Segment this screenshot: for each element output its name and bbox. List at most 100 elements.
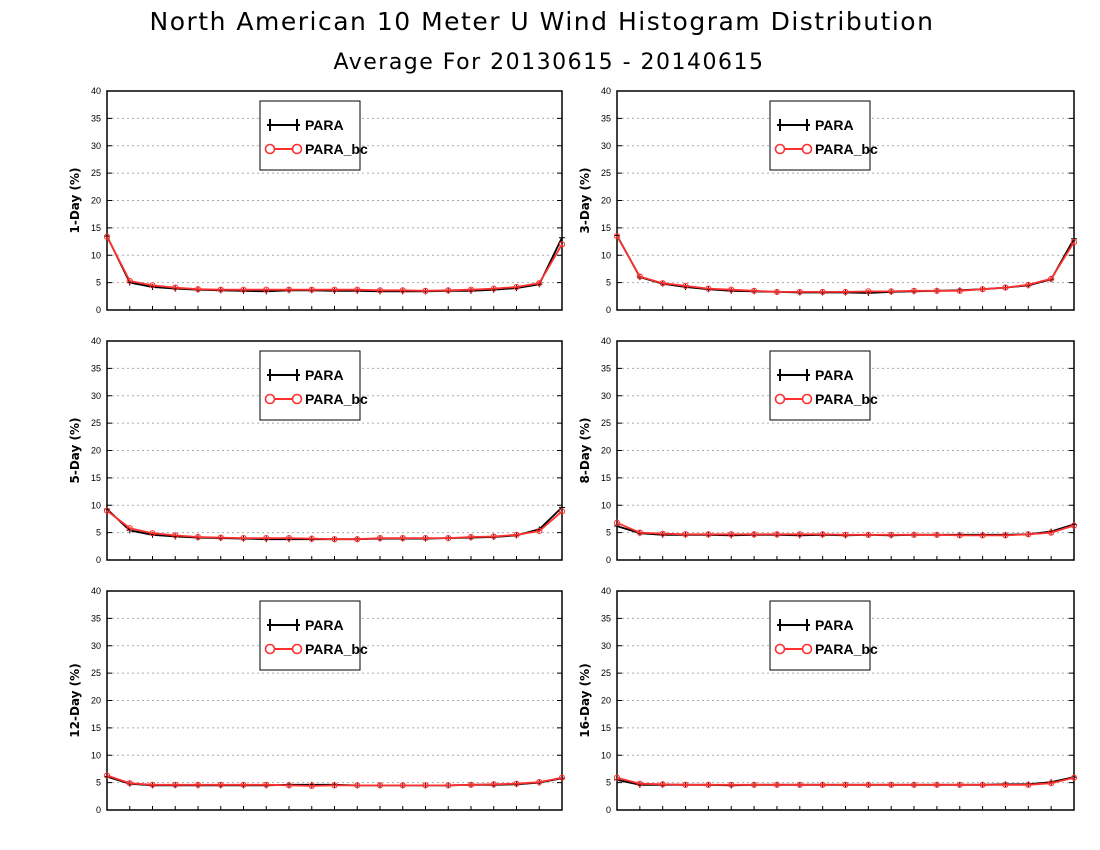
data-point-PARA_bc xyxy=(910,531,918,538)
data-point-PARA_bc xyxy=(773,531,781,538)
data-point-PARA_bc xyxy=(422,535,429,542)
data-point-PARA_bc xyxy=(399,535,406,542)
data-point-PARA_bc xyxy=(308,286,315,293)
data-point-PARA_bc xyxy=(1025,531,1032,538)
data-point-PARA_bc xyxy=(354,782,361,789)
data-point-PARA_bc xyxy=(285,782,293,789)
data-point-PARA_bc xyxy=(1048,275,1055,282)
data-point-PARA_bc xyxy=(194,286,202,293)
y-tick-label: 15 xyxy=(91,723,101,733)
y-tick-label: 40 xyxy=(91,336,101,346)
chart-panel-1: 0 5 10 15 20 25 30 35 40 1-Day (%) PARA PARA_bc xyxy=(68,86,566,315)
y-tick-label: 20 xyxy=(91,696,101,706)
data-point-PARA_bc xyxy=(285,535,293,542)
y-tick-label: 30 xyxy=(91,141,101,151)
y-tick-label: 20 xyxy=(91,196,101,206)
data-point-PARA_bc xyxy=(613,232,621,240)
data-point-PARA_bc xyxy=(979,286,986,293)
data-point-PARA_bc xyxy=(819,288,826,296)
data-point-PARA_bc xyxy=(445,535,452,542)
y-tick-label: 30 xyxy=(601,641,611,651)
data-point-PARA_bc xyxy=(103,507,111,514)
data-point-PARA_bc xyxy=(126,780,133,787)
legend-label-PARA_bc: PARA_bc xyxy=(815,641,878,657)
data-point-PARA_bc xyxy=(172,284,179,291)
legend-label-PARA: PARA xyxy=(815,617,854,633)
data-point-PARA_bc xyxy=(1025,281,1032,288)
legend-marker-circle xyxy=(291,143,303,155)
data-point-PARA_bc xyxy=(659,530,666,537)
data-point-PARA_bc xyxy=(467,781,475,788)
y-tick-label: 5 xyxy=(96,278,101,288)
data-point-PARA_bc xyxy=(240,535,247,542)
data-point-PARA_bc xyxy=(376,782,384,789)
legend: PARA PARA_bc xyxy=(769,350,878,421)
data-point-PARA_bc xyxy=(1070,522,1078,529)
data-point-PARA xyxy=(559,504,565,511)
y-tick-label: 30 xyxy=(601,141,611,151)
legend-box xyxy=(259,100,361,171)
data-point-PARA_bc xyxy=(705,781,712,788)
y-axis-label: 16-Day (%) xyxy=(578,663,592,737)
data-point-PARA_bc xyxy=(399,287,406,294)
data-point-PARA_bc xyxy=(536,778,543,786)
data-point-PARA_bc xyxy=(263,535,270,542)
data-point-PARA_bc xyxy=(613,774,621,781)
y-tick-label: 40 xyxy=(601,336,611,346)
series-line-PARA_bc xyxy=(616,235,1075,293)
data-point-PARA_bc xyxy=(956,287,963,294)
data-point-PARA_bc xyxy=(263,781,270,788)
legend-label-PARA: PARA xyxy=(305,617,344,633)
data-point-PARA_bc xyxy=(149,781,156,788)
data-point-PARA_bc xyxy=(842,288,849,296)
legend-marker-circle xyxy=(291,643,303,655)
y-tick-label: 35 xyxy=(601,613,611,623)
data-point-PARA_bc xyxy=(1048,780,1055,787)
data-point-PARA_bc xyxy=(751,531,758,538)
data-point-PARA_bc xyxy=(796,288,803,296)
legend-marker-circle xyxy=(774,143,786,155)
data-point-PARA_bc xyxy=(149,530,156,537)
data-point-PARA_bc xyxy=(796,781,803,788)
y-axis-label: 3-Day (%) xyxy=(578,167,592,233)
data-point-PARA_bc xyxy=(558,774,566,781)
y-tick-label: 25 xyxy=(91,668,101,678)
data-point-PARA_bc xyxy=(659,280,666,287)
data-point-PARA_bc xyxy=(888,781,895,788)
legend: PARA PARA_bc xyxy=(259,100,368,171)
legend-marker-circle xyxy=(801,143,813,155)
data-point-PARA_bc xyxy=(308,535,315,542)
plot-frame xyxy=(106,90,563,311)
data-point-PARA xyxy=(1071,235,1077,242)
data-point-PARA_bc xyxy=(796,531,803,538)
y-tick-label: 20 xyxy=(601,446,611,456)
data-point-PARA_bc xyxy=(888,288,895,295)
legend-label-PARA_bc: PARA_bc xyxy=(305,641,368,657)
data-point-PARA_bc xyxy=(636,273,643,280)
y-tick-label: 15 xyxy=(91,473,101,483)
data-point-PARA_bc xyxy=(705,531,712,538)
y-tick-label: 20 xyxy=(91,446,101,456)
data-point-PARA_bc xyxy=(490,533,497,540)
y-tick-label: 0 xyxy=(606,305,611,315)
plot-frame xyxy=(616,590,1075,811)
y-axis-label: 5-Day (%) xyxy=(68,417,82,483)
legend-marker-circle xyxy=(801,393,813,405)
data-point-PARA_bc xyxy=(773,288,781,296)
data-point-PARA_bc xyxy=(842,781,849,788)
data-point-PARA xyxy=(614,523,620,530)
y-tick-label: 10 xyxy=(91,500,101,510)
data-point-PARA_bc xyxy=(910,781,918,788)
plot-frame xyxy=(106,340,563,561)
figure-subtitle: Average For 20130615 - 20140615 xyxy=(333,50,764,75)
data-point-PARA_bc xyxy=(842,531,849,538)
data-point-PARA_bc xyxy=(285,286,293,293)
legend: PARA PARA_bc xyxy=(259,600,368,671)
y-axis-label: 1-Day (%) xyxy=(68,167,82,233)
y-tick-label: 15 xyxy=(91,223,101,233)
legend-label-PARA_bc: PARA_bc xyxy=(815,391,878,407)
legend-label-PARA_bc: PARA_bc xyxy=(305,141,368,157)
legend: PARA PARA_bc xyxy=(769,100,878,171)
plot-frame xyxy=(106,590,563,811)
data-point-PARA_bc xyxy=(422,782,429,789)
